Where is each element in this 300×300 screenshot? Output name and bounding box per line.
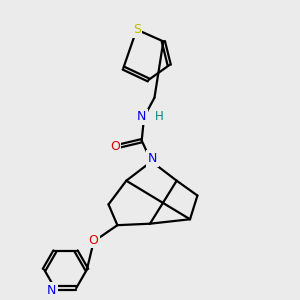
Text: N: N (137, 110, 146, 124)
Text: O: O (88, 233, 98, 247)
Text: H: H (155, 110, 164, 123)
Text: N: N (148, 152, 157, 165)
Text: S: S (133, 23, 141, 36)
Text: N: N (46, 284, 56, 297)
Text: O: O (110, 140, 120, 153)
